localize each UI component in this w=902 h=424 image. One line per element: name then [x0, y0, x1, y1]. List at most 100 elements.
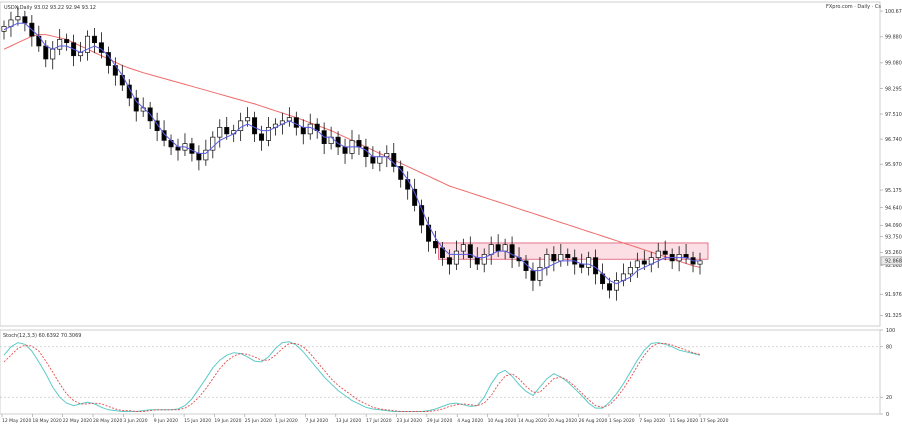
stochastic-panel-frame [0, 329, 881, 415]
candle-body [405, 179, 411, 190]
candle-body [593, 257, 599, 275]
date-tick-label: 23 Jul 2020 [397, 418, 423, 424]
candle-body [453, 250, 459, 265]
candle-body [384, 153, 390, 158]
candle-body [551, 254, 557, 262]
stochastic-tick-label: 100 [886, 328, 895, 334]
stochastic-axis: 100 80 20 0 [880, 328, 895, 418]
price-tick-label: 95.175 [885, 188, 902, 194]
candle [259, 125, 265, 151]
current-price-tag: 92.868 [880, 256, 902, 266]
candle-body [43, 45, 49, 60]
candle [57, 29, 63, 56]
candle-body [64, 39, 70, 44]
date-tick-label: 20 Aug 2020 [548, 418, 577, 424]
date-tick-label: 1 Jul 2020 [275, 418, 298, 424]
candle-body [119, 74, 125, 86]
date-tick-label: 17 Jul 2020 [366, 418, 392, 424]
candle [210, 131, 216, 159]
candle-body [544, 254, 550, 268]
candle-body [579, 263, 585, 268]
stochastic-title: Stoch(12,3,3) 60.6392 70.3069 [3, 333, 81, 339]
candle-body [586, 257, 592, 268]
candle [627, 261, 633, 283]
candle-body [224, 127, 230, 135]
candle-body [613, 280, 619, 291]
candle-body [662, 250, 668, 255]
candle [217, 119, 223, 148]
current-price-label: 92.868 [885, 259, 902, 265]
date-tick-label: 25 Jun 2020 [245, 418, 272, 424]
date-tick-label: 15 Jun 2020 [184, 418, 211, 424]
candle-body [342, 146, 348, 154]
candle-body [433, 240, 439, 249]
date-tick-label: 29 Jul 2020 [427, 418, 453, 424]
candle-body [133, 97, 139, 112]
candle [419, 199, 425, 234]
candle [15, 6, 21, 26]
candle-body [259, 133, 265, 141]
date-tick-label: 18 May 2020 [32, 418, 61, 424]
candle-body [634, 260, 640, 268]
date-tick-label: 9 Jun 2020 [154, 418, 178, 424]
candle-body [446, 257, 452, 265]
price-tick-label: 91.325 [885, 313, 902, 319]
date-tick-label: 22 May 2020 [63, 418, 92, 424]
candle-body [238, 120, 244, 131]
fast-moving-average [3, 22, 700, 285]
candle-body [474, 257, 480, 265]
date-tick-label: 26 Aug 2020 [579, 418, 608, 424]
candle-body [530, 270, 536, 281]
price-tick-label: 94.640 [885, 205, 902, 211]
price-tick-label: 96.740 [885, 137, 902, 143]
candle [64, 33, 70, 51]
main-panel[interactable] [0, 1, 881, 327]
price-tick-label: 92.868 [885, 263, 902, 269]
candle-body [203, 149, 209, 161]
candle [224, 116, 230, 140]
date-tick-label: 13 Jul 2020 [336, 418, 362, 424]
candle-body [265, 127, 271, 141]
date-tick-label: 3 Jun 2020 [123, 418, 147, 424]
candle [133, 89, 139, 122]
stochastic-main-line [3, 341, 701, 412]
candle [85, 30, 91, 61]
price-tick-label: 91.976 [885, 292, 902, 298]
candle-body [370, 156, 376, 164]
stochastic-tick-label: 80 [886, 345, 892, 351]
candle-body [655, 250, 661, 258]
candle-body [252, 117, 258, 135]
candle-body [627, 267, 633, 275]
stochastic-lines [3, 341, 701, 412]
price-axis[interactable]: 100.671 99.880 99.080 98.295 97.510 96.740 95.… [880, 9, 902, 319]
candle-body [98, 42, 104, 53]
stochastic-panel[interactable] [0, 329, 881, 415]
candle-body [286, 117, 292, 122]
candle [613, 272, 619, 301]
price-tick-label: 99.880 [885, 35, 902, 41]
candle [446, 249, 452, 275]
candle-body [57, 39, 63, 50]
date-tick-label: 19 Jun 2020 [214, 418, 241, 424]
candle-body [15, 16, 21, 21]
candle [662, 240, 668, 261]
candle-body [196, 153, 202, 161]
date-tick-label: 7 Sep 2020 [639, 418, 665, 424]
candle [537, 256, 543, 287]
candle-body [377, 156, 383, 164]
candle [433, 230, 439, 254]
price-tick-label: 95.970 [885, 162, 902, 168]
candle-body [217, 127, 223, 138]
candle [154, 112, 160, 142]
candle-body [558, 254, 564, 262]
candle [245, 107, 251, 127]
candle [551, 246, 557, 272]
date-tick-label: 10 Aug 2020 [488, 418, 517, 424]
stochastic-tick-label: 0 [886, 412, 889, 418]
candle [453, 240, 459, 270]
candle-body [565, 254, 571, 258]
candle [565, 248, 571, 266]
candle [391, 142, 397, 173]
